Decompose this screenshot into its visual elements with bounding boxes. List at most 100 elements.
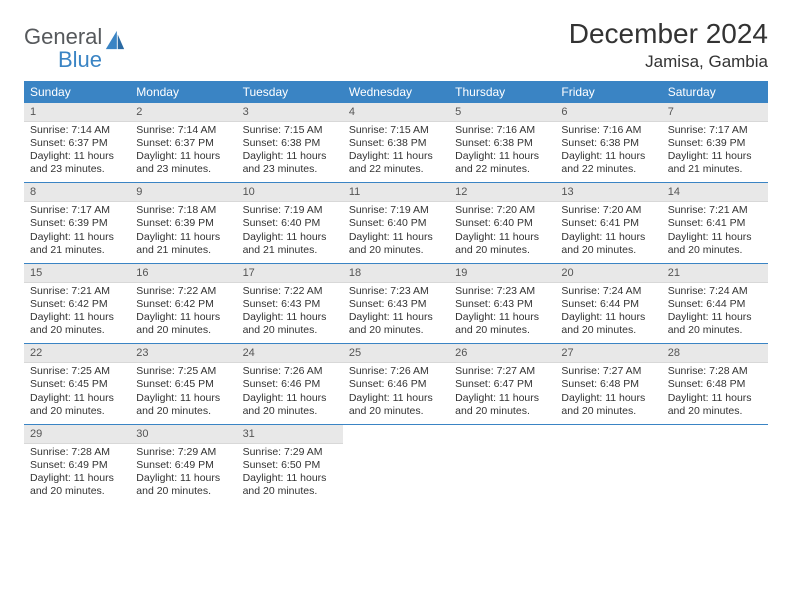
day-d2: and 20 minutes. [455, 405, 549, 418]
day-ss: Sunset: 6:38 PM [243, 137, 337, 150]
week-row: 1Sunrise: 7:14 AMSunset: 6:37 PMDaylight… [24, 103, 768, 184]
day-cell: 22Sunrise: 7:25 AMSunset: 6:45 PMDayligh… [24, 344, 130, 424]
day-number: 23 [130, 344, 236, 363]
day-d1: Daylight: 11 hours [668, 311, 762, 324]
day-sr: Sunrise: 7:29 AM [243, 446, 337, 459]
day-number: 4 [343, 103, 449, 122]
day-d2: and 23 minutes. [30, 163, 124, 176]
day-d2: and 20 minutes. [349, 244, 443, 257]
day-body: Sunrise: 7:27 AMSunset: 6:47 PMDaylight:… [449, 363, 555, 418]
day-sr: Sunrise: 7:26 AM [243, 365, 337, 378]
day-body: Sunrise: 7:19 AMSunset: 6:40 PMDaylight:… [343, 202, 449, 257]
day-ss: Sunset: 6:38 PM [561, 137, 655, 150]
day-d2: and 20 minutes. [30, 324, 124, 337]
page-header: General Blue December 2024 Jamisa, Gambi… [24, 18, 768, 73]
day-body: Sunrise: 7:22 AMSunset: 6:43 PMDaylight:… [237, 283, 343, 338]
weeks-container: 1Sunrise: 7:14 AMSunset: 6:37 PMDaylight… [24, 103, 768, 505]
day-d2: and 20 minutes. [668, 324, 762, 337]
day-cell: 5Sunrise: 7:16 AMSunset: 6:38 PMDaylight… [449, 103, 555, 183]
day-cell: 24Sunrise: 7:26 AMSunset: 6:46 PMDayligh… [237, 344, 343, 424]
day-body: Sunrise: 7:23 AMSunset: 6:43 PMDaylight:… [343, 283, 449, 338]
day-d1: Daylight: 11 hours [243, 311, 337, 324]
day-sr: Sunrise: 7:24 AM [561, 285, 655, 298]
day-d1: Daylight: 11 hours [136, 150, 230, 163]
day-body: Sunrise: 7:14 AMSunset: 6:37 PMDaylight:… [24, 122, 130, 177]
day-d1: Daylight: 11 hours [136, 472, 230, 485]
day-sr: Sunrise: 7:25 AM [136, 365, 230, 378]
day-cell: 16Sunrise: 7:22 AMSunset: 6:42 PMDayligh… [130, 264, 236, 344]
day-number: 21 [662, 264, 768, 283]
day-cell: 11Sunrise: 7:19 AMSunset: 6:40 PMDayligh… [343, 183, 449, 263]
day-body: Sunrise: 7:16 AMSunset: 6:38 PMDaylight:… [555, 122, 661, 177]
day-d1: Daylight: 11 hours [30, 311, 124, 324]
day-cell: 7Sunrise: 7:17 AMSunset: 6:39 PMDaylight… [662, 103, 768, 183]
day-cell: 18Sunrise: 7:23 AMSunset: 6:43 PMDayligh… [343, 264, 449, 344]
day-d2: and 20 minutes. [30, 405, 124, 418]
day-d2: and 20 minutes. [349, 405, 443, 418]
day-d1: Daylight: 11 hours [349, 311, 443, 324]
day-number: 6 [555, 103, 661, 122]
day-body: Sunrise: 7:14 AMSunset: 6:37 PMDaylight:… [130, 122, 236, 177]
day-number: 15 [24, 264, 130, 283]
dayname-tuesday: Tuesday [237, 81, 343, 103]
day-d1: Daylight: 11 hours [668, 150, 762, 163]
day-sr: Sunrise: 7:29 AM [136, 446, 230, 459]
day-cell: 8Sunrise: 7:17 AMSunset: 6:39 PMDaylight… [24, 183, 130, 263]
day-number: 11 [343, 183, 449, 202]
day-cell: 30Sunrise: 7:29 AMSunset: 6:49 PMDayligh… [130, 425, 236, 505]
day-body: Sunrise: 7:25 AMSunset: 6:45 PMDaylight:… [24, 363, 130, 418]
day-body: Sunrise: 7:28 AMSunset: 6:49 PMDaylight:… [24, 444, 130, 499]
day-sr: Sunrise: 7:19 AM [349, 204, 443, 217]
day-d1: Daylight: 11 hours [30, 150, 124, 163]
day-number: 7 [662, 103, 768, 122]
day-ss: Sunset: 6:46 PM [349, 378, 443, 391]
day-cell: 4Sunrise: 7:15 AMSunset: 6:38 PMDaylight… [343, 103, 449, 183]
day-body: Sunrise: 7:17 AMSunset: 6:39 PMDaylight:… [24, 202, 130, 257]
day-sr: Sunrise: 7:22 AM [136, 285, 230, 298]
day-d1: Daylight: 11 hours [455, 392, 549, 405]
day-ss: Sunset: 6:38 PM [455, 137, 549, 150]
day-body: Sunrise: 7:15 AMSunset: 6:38 PMDaylight:… [237, 122, 343, 177]
day-number: 2 [130, 103, 236, 122]
day-number: 13 [555, 183, 661, 202]
day-number: 20 [555, 264, 661, 283]
day-ss: Sunset: 6:40 PM [349, 217, 443, 230]
day-d1: Daylight: 11 hours [243, 472, 337, 485]
day-d2: and 21 minutes. [30, 244, 124, 257]
calendar: Sunday Monday Tuesday Wednesday Thursday… [24, 81, 768, 505]
day-body: Sunrise: 7:18 AMSunset: 6:39 PMDaylight:… [130, 202, 236, 257]
day-body: Sunrise: 7:21 AMSunset: 6:42 PMDaylight:… [24, 283, 130, 338]
day-number: 22 [24, 344, 130, 363]
day-d1: Daylight: 11 hours [136, 311, 230, 324]
day-cell: 3Sunrise: 7:15 AMSunset: 6:38 PMDaylight… [237, 103, 343, 183]
day-d2: and 23 minutes. [136, 163, 230, 176]
day-sr: Sunrise: 7:25 AM [30, 365, 124, 378]
dayname-wednesday: Wednesday [343, 81, 449, 103]
day-d2: and 21 minutes. [243, 244, 337, 257]
dayname-sunday: Sunday [24, 81, 130, 103]
day-number: 16 [130, 264, 236, 283]
day-body: Sunrise: 7:26 AMSunset: 6:46 PMDaylight:… [237, 363, 343, 418]
day-d2: and 20 minutes. [243, 485, 337, 498]
dayname-saturday: Saturday [662, 81, 768, 103]
day-d2: and 20 minutes. [561, 244, 655, 257]
day-number: 28 [662, 344, 768, 363]
day-sr: Sunrise: 7:17 AM [30, 204, 124, 217]
day-cell: 17Sunrise: 7:22 AMSunset: 6:43 PMDayligh… [237, 264, 343, 344]
day-d2: and 20 minutes. [561, 324, 655, 337]
day-d1: Daylight: 11 hours [349, 150, 443, 163]
day-ss: Sunset: 6:48 PM [561, 378, 655, 391]
title-block: December 2024 Jamisa, Gambia [569, 18, 768, 72]
month-title: December 2024 [569, 18, 768, 50]
day-cell: 31 Sunrise: 7:29 AMSunset: 6:50 PMDayligh… [237, 425, 343, 505]
day-body: Sunrise: 7:26 AMSunset: 6:46 PMDaylight:… [343, 363, 449, 418]
day-ss: Sunset: 6:50 PM [243, 459, 337, 472]
day-body: Sunrise: 7:15 AMSunset: 6:38 PMDaylight:… [343, 122, 449, 177]
day-d2: and 20 minutes. [243, 405, 337, 418]
day-sr: Sunrise: 7:17 AM [668, 124, 762, 137]
dayname-row: Sunday Monday Tuesday Wednesday Thursday… [24, 81, 768, 103]
day-body: Sunrise: 7:23 AMSunset: 6:43 PMDaylight:… [449, 283, 555, 338]
day-d1: Daylight: 11 hours [455, 231, 549, 244]
day-number: 31 [237, 425, 343, 444]
day-sr: Sunrise: 7:28 AM [30, 446, 124, 459]
